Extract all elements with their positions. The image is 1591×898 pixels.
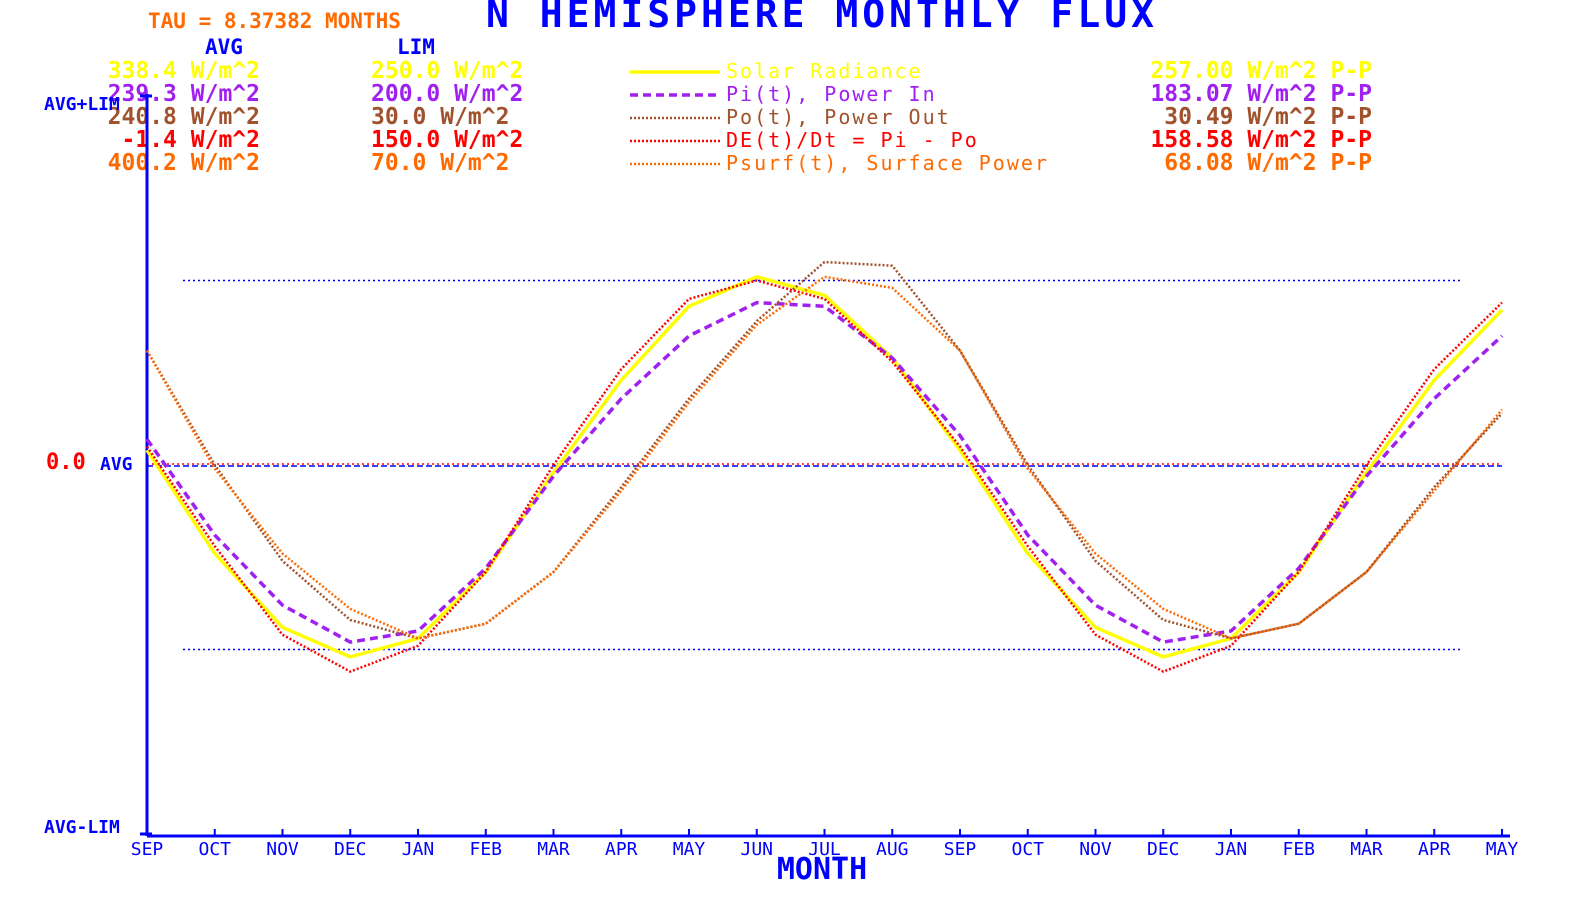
x-tick-label: NOV [266, 839, 299, 860]
legend-pp-value: 257.00 W/m^2 P-P [1150, 58, 1372, 84]
y-label-zero-value: 0.0 [46, 450, 86, 475]
series-line-1 [145, 300, 1504, 644]
legend-pp-value: 68.08 W/m^2 P-P [1164, 150, 1372, 176]
legend-series-name: Solar Radiance [726, 59, 923, 83]
legend-lim-value: 150.0 W/m^2 [371, 127, 523, 153]
legend-series-name: Pi(t), Power In [726, 82, 937, 106]
lim-column-header: LIM [397, 35, 435, 59]
legend-avg-value: 338.4 W/m^2 [108, 58, 260, 84]
legend-lim-value: 250.0 W/m^2 [371, 58, 523, 84]
x-tick-label: JUN [740, 839, 773, 860]
y-label-top: AVG+LIM [44, 94, 120, 115]
series-lines [145, 260, 1504, 673]
legend: 338.4 W/m^2 250.0 W/m^2 Solar Radiance 257.… [108, 58, 1372, 176]
legend-series-name: Psurf(t), Surface Power [726, 151, 1049, 175]
x-axis-label: MONTH [777, 852, 867, 887]
x-tick-label: OCT [1011, 839, 1044, 860]
legend-series-name: DE(t)/Dt = Pi - Po [726, 128, 979, 152]
legend-pp-value: 158.58 W/m^2 P-P [1150, 127, 1372, 153]
x-tick-label: APR [605, 839, 638, 860]
legend-series-name: Po(t), Power Out [726, 105, 951, 129]
x-tick-label: AUG [876, 839, 909, 860]
legend-lim-value: 30.0 W/m^2 [371, 104, 509, 130]
x-axis-ticks: SEP OCT NOV DEC JAN FEB MAR APR MAY JUN JUL AUG SEP O… [131, 829, 1519, 860]
reference-lines [147, 279, 1502, 651]
y-label-zero-text: AVG [100, 454, 133, 475]
x-tick-label: JAN [402, 839, 435, 860]
x-tick-label: APR [1418, 839, 1451, 860]
x-tick-label: JUL [808, 839, 841, 860]
legend-pp-value: 30.49 W/m^2 P-P [1164, 104, 1372, 130]
x-tick-label: MAR [537, 839, 570, 860]
x-tick-label: MAY [673, 839, 706, 860]
legend-lim-value: 70.0 W/m^2 [371, 150, 509, 176]
y-label-bottom: AVG-LIM [44, 817, 120, 838]
legend-avg-value: 239.3 W/m^2 [108, 81, 260, 107]
series-line-3 [145, 279, 1503, 673]
x-tick-label: FEB [1282, 839, 1315, 860]
legend-avg-value: 240.8 W/m^2 [108, 104, 260, 130]
series-line-2 [145, 260, 1503, 640]
x-tick-label: DEC [334, 839, 367, 860]
avg-column-header: AVG [205, 35, 243, 59]
legend-avg-value: 400.2 W/m^2 [108, 150, 260, 176]
x-tick-label: DEC [1147, 839, 1180, 860]
x-tick-label: OCT [198, 839, 231, 860]
x-tick-label: FEB [469, 839, 502, 860]
chart-title: N HEMISPHERE MONTHLY FLUX [486, 0, 1158, 36]
x-tick-label: SEP [944, 839, 977, 860]
tau-label: TAU = 8.37382 MONTHS [148, 9, 401, 33]
legend-lim-value: 200.0 W/m^2 [371, 81, 523, 107]
legend-pp-value: 183.07 W/m^2 P-P [1150, 81, 1372, 107]
x-tick-label: NOV [1079, 839, 1112, 860]
x-tick-label: SEP [131, 839, 164, 860]
legend-avg-value: -1.4 W/m^2 [122, 127, 260, 153]
x-tick-label: MAY [1486, 839, 1519, 860]
x-tick-label: JAN [1215, 839, 1248, 860]
series-line-4 [145, 275, 1503, 640]
x-tick-label: MAR [1350, 839, 1383, 860]
series-line-0 [145, 275, 1504, 659]
